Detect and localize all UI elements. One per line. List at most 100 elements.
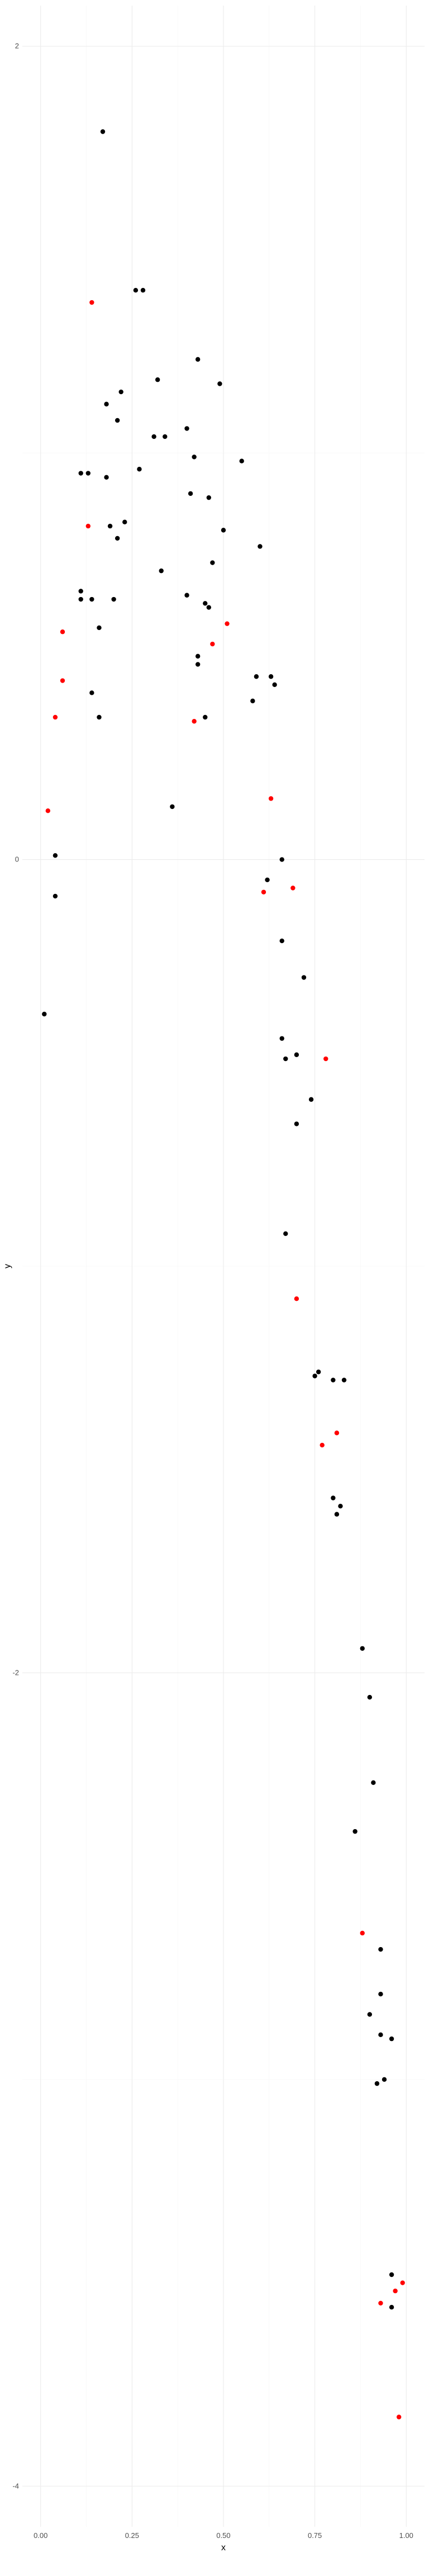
data-point	[400, 2280, 405, 2285]
data-point	[203, 714, 208, 720]
data-point	[279, 857, 284, 862]
data-point	[192, 719, 197, 724]
data-point	[393, 2288, 398, 2294]
data-point	[290, 886, 295, 891]
data-point	[100, 129, 106, 134]
data-point	[78, 471, 83, 476]
data-point	[316, 1369, 321, 1375]
data-point	[42, 1011, 47, 1017]
data-point	[378, 2300, 383, 2306]
y-tick-label: -2	[12, 1668, 19, 1677]
data-point	[389, 2304, 394, 2310]
data-point	[53, 714, 58, 720]
data-point	[137, 467, 142, 472]
data-point	[85, 523, 91, 529]
x-axis-title: x	[221, 2543, 226, 2553]
data-point	[294, 1121, 299, 1126]
x-tick-label: 0.50	[216, 2531, 230, 2540]
data-point	[163, 434, 168, 439]
y-tick-label: 0	[15, 855, 19, 864]
data-point	[331, 1377, 336, 1382]
data-point	[89, 596, 94, 602]
data-point	[210, 641, 215, 647]
data-point	[334, 1431, 340, 1436]
data-point	[195, 662, 201, 667]
data-point	[192, 454, 197, 460]
data-point	[203, 601, 208, 606]
data-point	[104, 401, 109, 407]
grid-lines	[22, 6, 425, 2527]
data-point	[155, 377, 160, 382]
x-tick-label: 0.00	[34, 2531, 47, 2540]
data-point	[97, 625, 102, 631]
data-point	[378, 1947, 383, 1952]
data-point	[111, 596, 116, 602]
data-point	[53, 853, 58, 858]
data-point	[371, 1780, 376, 1786]
data-point	[294, 1296, 299, 1301]
data-point	[118, 389, 123, 395]
data-point	[283, 1056, 288, 1062]
data-point	[360, 1930, 365, 1936]
data-point	[323, 1056, 328, 1062]
data-point	[374, 2081, 380, 2086]
data-point	[268, 796, 274, 801]
data-point	[312, 1374, 317, 1379]
data-point	[195, 654, 201, 659]
data-point	[389, 2272, 394, 2277]
data-point	[254, 674, 259, 679]
data-point	[115, 536, 120, 541]
data-point	[170, 804, 175, 809]
data-point	[283, 1231, 288, 1237]
data-point	[301, 975, 307, 980]
data-point	[294, 1052, 299, 1057]
data-point	[159, 568, 164, 574]
data-point	[272, 682, 277, 687]
data-point	[378, 2032, 383, 2038]
x-tick-labels: 0.00 0.25 0.50 0.75 1.00	[34, 2531, 413, 2540]
data-point	[382, 2077, 387, 2082]
data-point	[320, 1442, 325, 1448]
data-point	[265, 877, 270, 883]
y-tick-label: -4	[12, 2482, 19, 2490]
data-point	[122, 519, 127, 525]
x-tick-label: 0.25	[125, 2531, 139, 2540]
data-point	[107, 523, 113, 529]
x-tick-label: 0.75	[308, 2531, 322, 2540]
data-point	[115, 418, 120, 423]
data-point	[338, 1503, 343, 1509]
data-point	[308, 1097, 314, 1102]
data-point	[89, 300, 94, 305]
data-points	[42, 129, 405, 2419]
data-point	[367, 2012, 373, 2017]
data-point	[268, 674, 274, 679]
data-point	[195, 357, 201, 362]
data-point	[133, 287, 139, 293]
data-point	[341, 1377, 347, 1382]
data-point	[188, 491, 193, 496]
data-point	[104, 475, 109, 480]
y-tick-labels: -4 -2 0 2	[12, 42, 19, 2490]
data-point	[78, 589, 83, 594]
data-point	[60, 629, 65, 634]
data-point	[78, 596, 83, 602]
data-point	[334, 1512, 340, 1517]
data-point	[367, 1694, 373, 1700]
y-axis-title: y	[3, 1264, 12, 1268]
data-point	[60, 678, 65, 683]
data-point	[89, 690, 94, 695]
data-point	[210, 560, 215, 565]
data-point	[53, 893, 58, 899]
y-tick-label: 2	[15, 42, 19, 50]
data-point	[151, 434, 156, 439]
data-point	[261, 889, 266, 894]
data-point	[331, 1495, 336, 1500]
data-point	[396, 2414, 402, 2419]
data-point	[221, 528, 226, 533]
data-point	[258, 544, 263, 549]
data-point	[45, 808, 51, 813]
data-point	[239, 458, 244, 463]
data-point	[389, 2036, 394, 2042]
